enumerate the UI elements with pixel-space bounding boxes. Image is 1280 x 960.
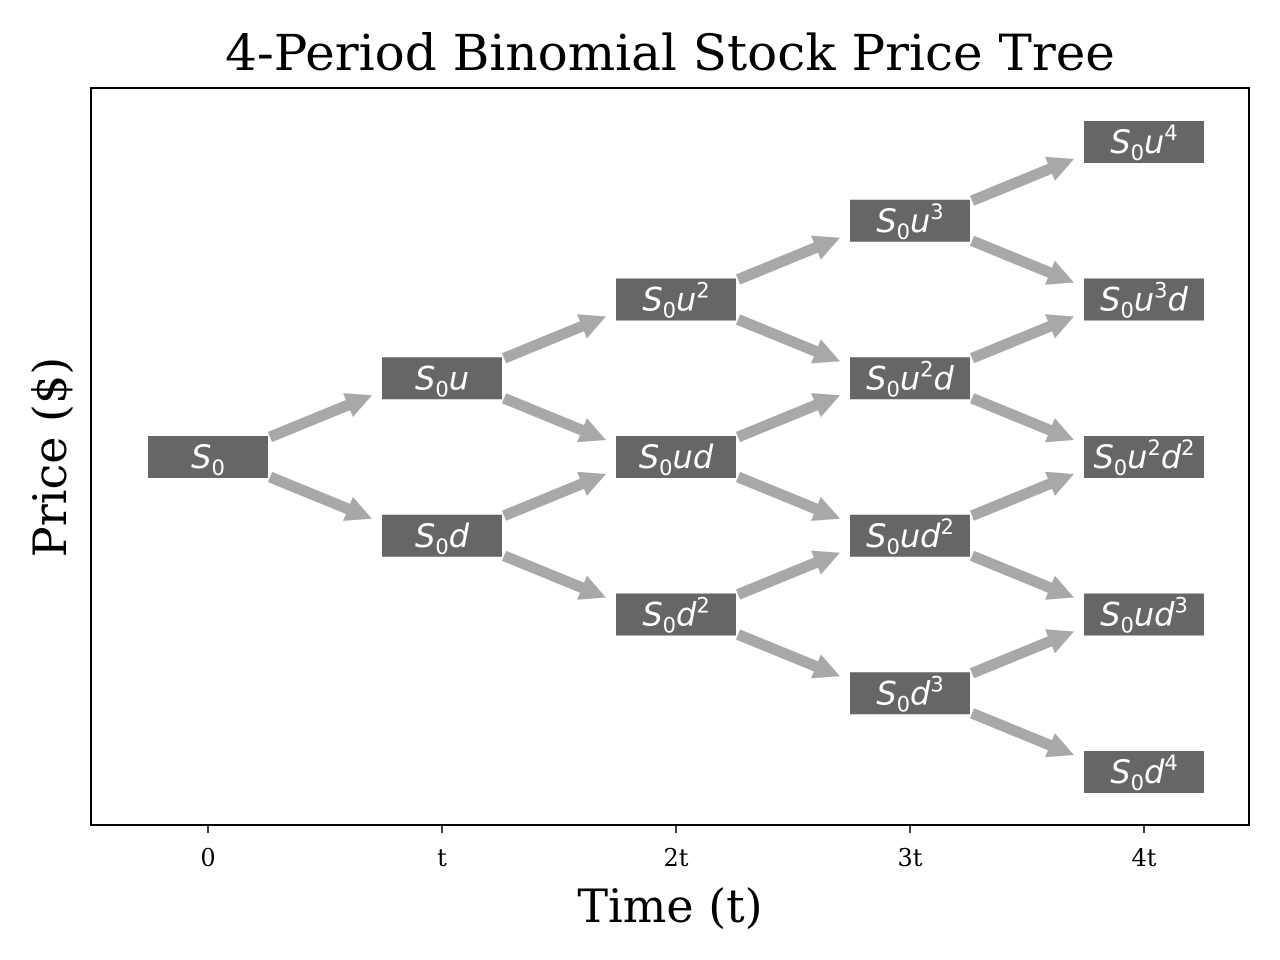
node-label: S0u2d2 [1093,436,1194,480]
tree-node: S0d3 [850,672,970,716]
tree-node: S0d2 [616,593,736,638]
node-box [1084,436,1204,478]
node-label: S0 [191,438,225,480]
edge-up-arrow [735,550,840,600]
node-box [850,199,970,242]
node-box [850,672,970,715]
x-tick-label: 3t [898,844,923,872]
node-box [1084,751,1204,793]
x-axis-label: Time (t) [577,879,762,933]
node-label: S0u3 [876,200,943,244]
node-box [616,593,736,636]
node-box [382,514,502,557]
nodes-layer: S0 S0u S0d S0u2 S0ud S0d2 S0u3 S0u2d S0ud2 S0d3 S0… [148,121,1204,795]
tree-node: S0u3 [850,199,970,244]
edge-up-arrow [969,629,1074,679]
edge-down-arrow [501,393,606,443]
tree-node: S0u2d [850,357,970,401]
edge-up-arrow [969,156,1074,206]
node-box [850,357,970,400]
edge-down-arrow [969,393,1074,443]
edge-down-arrow [501,550,606,600]
node-label: S0d4 [1110,751,1177,795]
tree-node: S0 [148,436,268,480]
edge-down-arrow [969,708,1074,758]
node-label: S0d [415,517,470,559]
tree-node: S0ud2 [850,514,970,559]
edge-down-arrow [735,629,840,679]
node-box [850,514,970,557]
node-box [1084,121,1204,163]
node-label: S0ud2 [866,515,954,559]
node-box [616,278,736,321]
y-axis-label: Price ($) [23,357,77,557]
x-tick-label: 4t [1132,844,1157,872]
edge-up-arrow [501,471,606,521]
node-label: S0u4 [1110,121,1177,165]
tree-node: S0d [382,514,502,559]
tree-node: S0d4 [1084,751,1204,795]
chart-title: 4-Period Binomial Stock Price Tree [225,24,1115,82]
edge-up-arrow [969,471,1074,521]
node-box [1084,593,1204,636]
node-label: S0ud3 [1100,594,1188,638]
edge-down-arrow [969,550,1074,600]
tree-node: S0u2 [616,278,736,323]
node-box [616,436,736,478]
node-label: S0d3 [876,672,943,716]
x-axis-ticks: 0 t 2t 3t 4t [200,825,1157,872]
tree-node: S0u [382,357,502,401]
tree-node: S0ud [616,436,736,480]
node-label: S0u3d [1100,279,1188,323]
edge-down-arrow [735,314,840,364]
node-box [382,357,502,400]
node-label: S0ud [639,438,714,480]
edges-layer [267,156,1074,758]
node-label: S0u2 [642,279,709,323]
edge-up-arrow [267,393,372,443]
edge-up-arrow [501,314,606,364]
tree-node: S0ud3 [1084,593,1204,638]
node-label: S0d2 [642,594,709,638]
edge-up-arrow [969,314,1074,364]
node-box [1084,278,1204,321]
x-tick-label: 2t [664,844,689,872]
edge-down-arrow [735,471,840,521]
tree-node: S0u2d2 [1084,436,1204,480]
edge-up-arrow [735,393,840,443]
x-tick-label: t [437,844,447,872]
node-label: S0u [415,359,469,401]
node-label: S0u2d [866,357,954,401]
edge-down-arrow [969,235,1074,285]
node-box [148,436,268,478]
tree-node: S0u4 [1084,121,1204,165]
x-tick-label: 0 [200,844,215,872]
edge-down-arrow [267,471,372,521]
plot-frame [90,87,1250,826]
edge-up-arrow [735,235,840,285]
tree-node: S0u3d [1084,278,1204,323]
